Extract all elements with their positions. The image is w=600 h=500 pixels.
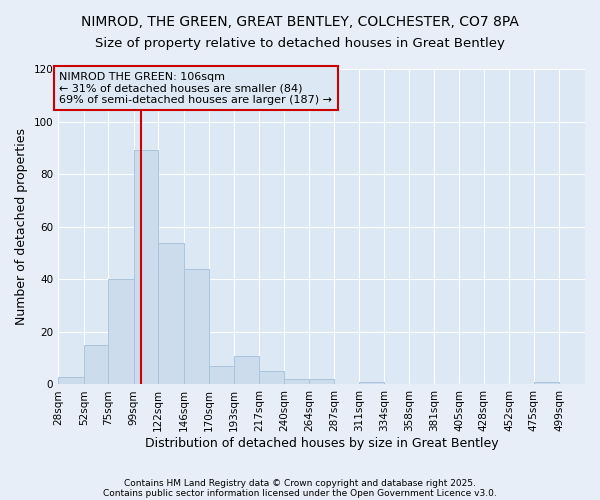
Bar xyxy=(359,382,384,384)
Text: NIMROD THE GREEN: 106sqm
← 31% of detached houses are smaller (84)
69% of semi-d: NIMROD THE GREEN: 106sqm ← 31% of detach… xyxy=(59,72,332,105)
Bar xyxy=(310,379,334,384)
Bar xyxy=(259,372,284,384)
Bar xyxy=(84,345,108,385)
Bar xyxy=(134,150,158,384)
X-axis label: Distribution of detached houses by size in Great Bentley: Distribution of detached houses by size … xyxy=(145,437,499,450)
Y-axis label: Number of detached properties: Number of detached properties xyxy=(15,128,28,325)
Bar xyxy=(534,382,559,384)
Text: Size of property relative to detached houses in Great Bentley: Size of property relative to detached ho… xyxy=(95,38,505,51)
Bar xyxy=(184,269,209,384)
Bar xyxy=(158,242,184,384)
Bar xyxy=(108,280,134,384)
Bar xyxy=(209,366,234,384)
Text: Contains public sector information licensed under the Open Government Licence v3: Contains public sector information licen… xyxy=(103,488,497,498)
Text: NIMROD, THE GREEN, GREAT BENTLEY, COLCHESTER, CO7 8PA: NIMROD, THE GREEN, GREAT BENTLEY, COLCHE… xyxy=(81,15,519,29)
Text: Contains HM Land Registry data © Crown copyright and database right 2025.: Contains HM Land Registry data © Crown c… xyxy=(124,478,476,488)
Bar xyxy=(234,356,259,384)
Bar xyxy=(58,376,84,384)
Bar xyxy=(284,379,310,384)
